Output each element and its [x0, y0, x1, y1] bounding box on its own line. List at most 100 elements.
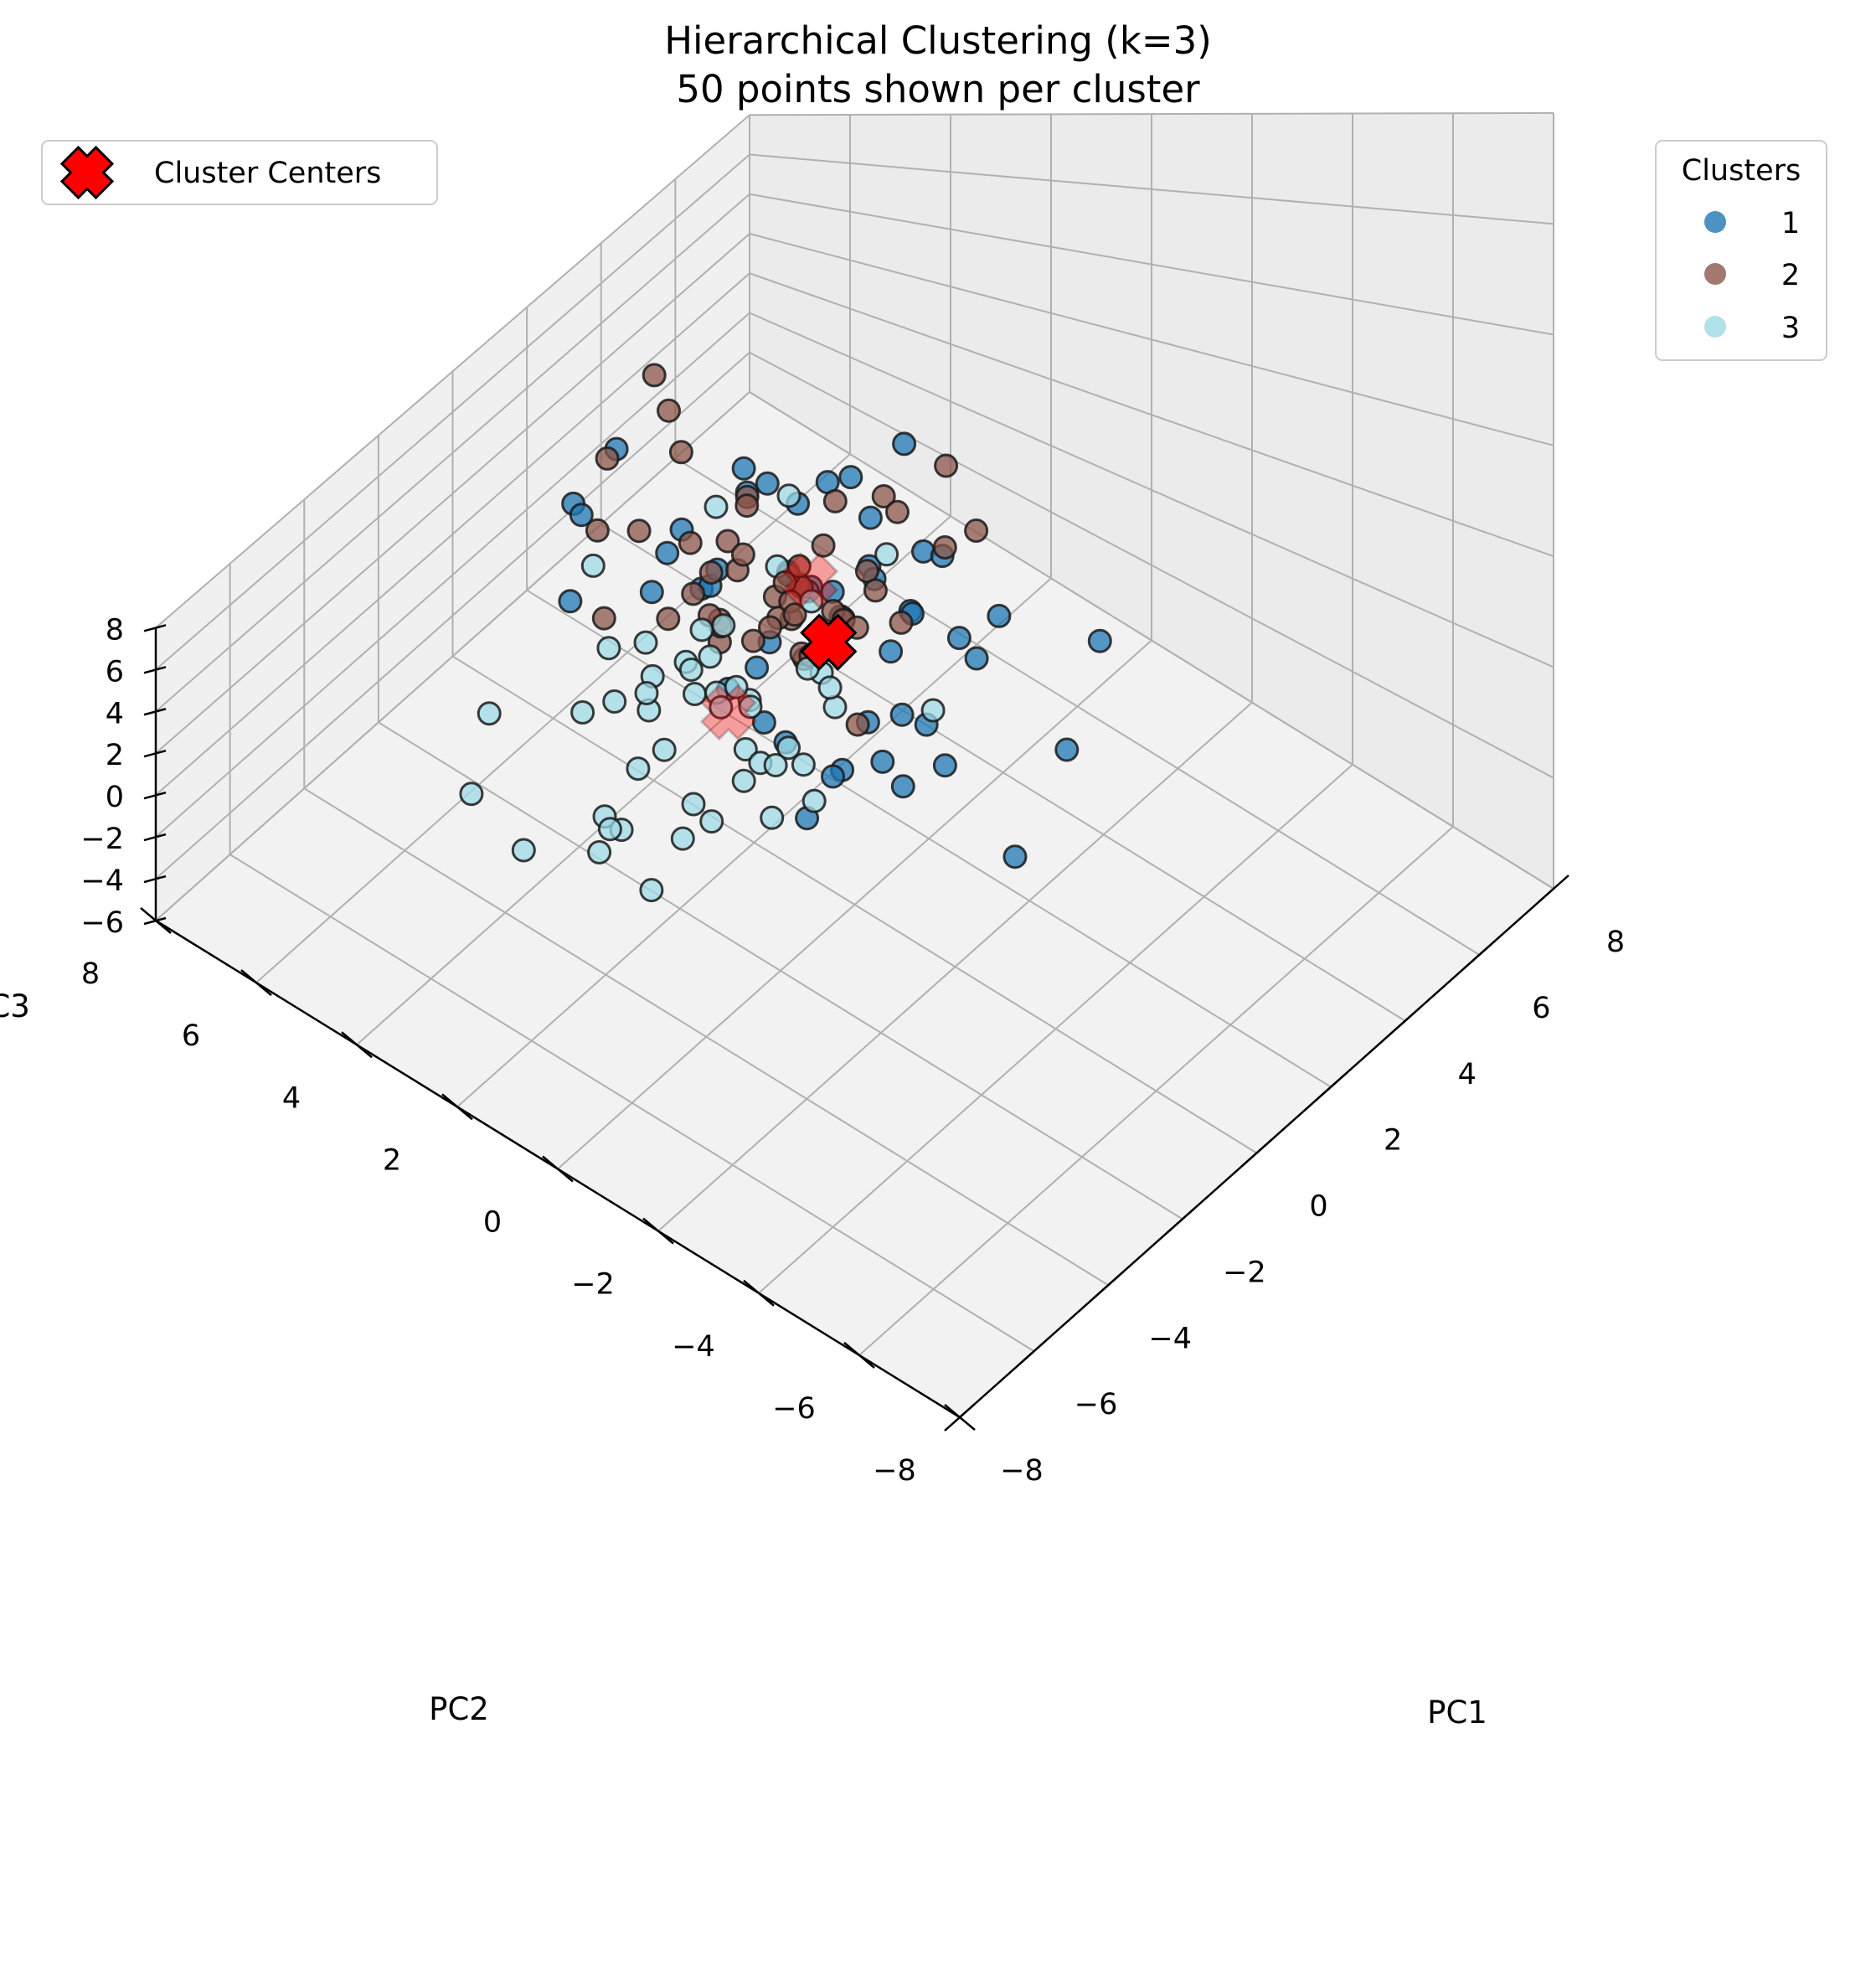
z-tick-label: −4: [80, 864, 124, 898]
point-cluster-2: [811, 533, 836, 558]
z-tick: [143, 749, 167, 758]
point-cluster-3: [678, 658, 704, 682]
point-cluster-2: [715, 529, 740, 554]
y-tick: [240, 969, 272, 997]
grid-wall-z-left: [155, 193, 750, 713]
x-axis-label: PC1: [1427, 1695, 1487, 1731]
point-cluster-1: [892, 431, 917, 457]
grid-wall-z-right: [749, 111, 1554, 116]
grid-floor-y: [456, 577, 1052, 1108]
point-cluster-1: [639, 580, 664, 605]
grid-floor-y: [858, 826, 1454, 1356]
point-cluster-1: [946, 626, 972, 651]
point-cluster-2: [758, 615, 782, 640]
x-tick: [1463, 940, 1496, 969]
point-cluster-3: [763, 753, 788, 777]
y-tick-label: −8: [873, 1454, 916, 1488]
point-cluster-1: [745, 655, 770, 680]
grid-floor-y: [255, 453, 851, 983]
z-tick: [143, 833, 167, 842]
x-tick: [1538, 874, 1569, 903]
point-cluster-1: [987, 603, 1012, 628]
point-cluster-3: [791, 752, 816, 777]
legend-marker-3: [1704, 316, 1726, 338]
z-tick-label: 0: [106, 781, 124, 814]
point-cluster-3: [596, 636, 621, 661]
grid-wall-z-right: [749, 193, 1554, 336]
point-cluster-1: [821, 764, 845, 789]
grid-floor-y: [356, 515, 951, 1045]
grid-wall-z-left: [155, 312, 750, 838]
cluster-center-3: [699, 684, 758, 741]
point-cluster-2: [585, 518, 610, 543]
y-tick: [642, 1217, 674, 1245]
point-cluster-3: [731, 768, 756, 793]
point-cluster-2: [668, 440, 693, 465]
z-tick: [143, 708, 167, 716]
point-cluster-3: [459, 782, 484, 807]
legend-centers-frame: [41, 140, 438, 205]
z-tick-label: 2: [106, 739, 124, 772]
point-cluster-3: [652, 737, 677, 762]
point-cluster-3: [633, 630, 658, 655]
legend-clusters-frame: [1655, 140, 1827, 361]
point-cluster-2: [740, 628, 765, 653]
legend-centers: Cluster Centers: [41, 140, 438, 205]
point-cluster-1: [964, 646, 989, 671]
point-cluster-1: [1087, 628, 1112, 653]
point-cluster-2: [889, 610, 914, 635]
point-cluster-3: [711, 613, 736, 638]
legend-entry-3: 3: [1781, 312, 1800, 345]
z-tick-label: −2: [80, 823, 124, 856]
grid-wall-z-right: [749, 391, 1554, 890]
y-tick: [542, 1155, 574, 1183]
legend-entry-2: 2: [1781, 259, 1800, 292]
legend-marker-2: [1704, 263, 1726, 285]
legend-centers-label: Cluster Centers: [154, 157, 381, 190]
point-cluster-3: [587, 840, 612, 864]
point-cluster-2: [730, 542, 755, 567]
point-cluster-3: [709, 694, 734, 720]
point-cluster-1: [1054, 737, 1080, 762]
point-cluster-3: [724, 674, 749, 699]
point-cluster-1: [655, 540, 680, 565]
legend-marker-1: [1704, 211, 1726, 233]
point-cluster-2: [591, 606, 616, 631]
point-cluster-2: [885, 499, 910, 524]
y-tick-label: 0: [483, 1206, 502, 1240]
y-tick-label: 6: [182, 1019, 200, 1053]
z-tick-label: −6: [80, 906, 124, 940]
y-tick-label: 4: [282, 1081, 301, 1115]
z-tick: [143, 791, 167, 800]
point-cluster-3: [801, 788, 827, 813]
axis-panes: [155, 112, 1554, 1418]
point-cluster-2: [678, 530, 703, 555]
x-tick: [1240, 1138, 1273, 1168]
point-cluster-2: [656, 606, 681, 632]
y-tick-label: 8: [81, 957, 100, 991]
grid-wall-z-right: [749, 233, 1554, 446]
z-tick: [143, 624, 167, 632]
point-cluster-3: [874, 542, 899, 567]
point-cluster-1: [1002, 844, 1028, 869]
grid-wall-z-right: [749, 272, 1554, 558]
point-cluster-1: [838, 465, 863, 490]
y-tick: [843, 1341, 875, 1369]
y-tick: [743, 1279, 775, 1307]
point-cluster-1: [932, 753, 957, 778]
y-tick-label: −4: [672, 1330, 715, 1364]
point-cluster-3: [689, 617, 714, 642]
x-tick-label: 4: [1458, 1058, 1477, 1091]
legend-clusters-title: Clusters: [1682, 154, 1801, 188]
x-tick-label: 6: [1532, 992, 1550, 1025]
grid-wall-z-left: [155, 114, 750, 629]
x-tick: [1167, 1205, 1198, 1234]
z-tick: [143, 874, 167, 884]
y-axis-label: PC2: [429, 1691, 489, 1727]
grid-wall-z-right: [749, 153, 1554, 225]
cluster-center-2: [781, 552, 839, 610]
x-tick: [1389, 1006, 1421, 1035]
point-cluster-3: [733, 737, 758, 761]
point-cluster-1: [879, 639, 904, 664]
point-cluster-3: [634, 681, 659, 705]
